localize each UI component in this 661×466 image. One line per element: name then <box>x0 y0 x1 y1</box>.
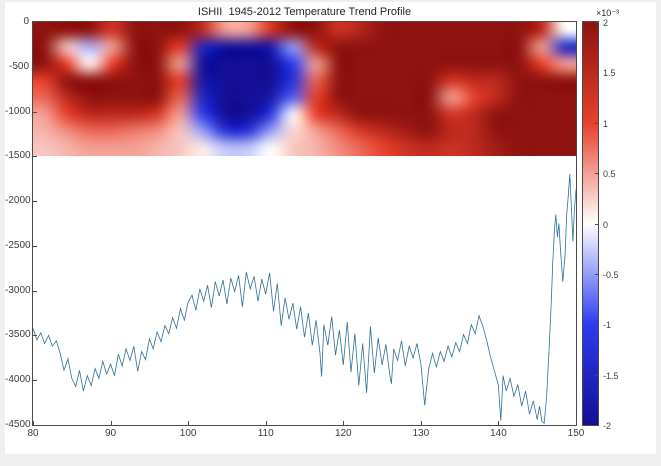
x-tick-label: 110 <box>257 428 274 439</box>
colorbar-tick-mark <box>595 72 598 74</box>
y-tick-label: -500 <box>8 60 29 72</box>
y-tick-mark <box>33 201 37 203</box>
plot-area <box>32 21 577 426</box>
y-tick-mark <box>33 290 37 292</box>
colorbar-tick-label: 0.5 <box>603 169 616 180</box>
y-tick-label: -3000 <box>5 284 31 296</box>
x-tick-mark <box>498 421 500 425</box>
depth-profile-line <box>33 174 576 424</box>
y-tick-label: -4500 <box>5 419 31 430</box>
colorbar-tick-label: -1 <box>603 320 612 331</box>
colorbar-tick-mark <box>595 122 598 124</box>
colorbar-tick-label: 1.5 <box>603 68 616 79</box>
figure-canvas: ISHII 1945-2012 Temperature Trend Profil… <box>5 2 656 454</box>
depth-profile-path <box>33 174 576 424</box>
colorbar-gradient <box>583 22 598 425</box>
colorbar-tick-mark <box>595 22 598 23</box>
x-tick-label: 140 <box>490 428 507 439</box>
colorbar-tick-label: -1.5 <box>603 370 619 381</box>
y-tick-label: 0 <box>23 16 29 27</box>
x-tick-mark <box>188 421 190 425</box>
y-tick-label: -4000 <box>5 374 31 386</box>
y-tick-mark <box>33 156 37 158</box>
y-tick-mark <box>33 22 37 23</box>
colorbar-tick-label: 0 <box>603 219 609 230</box>
y-tick-mark <box>33 380 37 382</box>
y-tick-label: -1500 <box>5 150 31 162</box>
x-tick-mark <box>576 421 577 425</box>
colorbar-tick-label: 2 <box>603 18 609 28</box>
x-tick-mark <box>343 421 345 425</box>
y-tick-mark <box>33 245 37 247</box>
x-tick-label: 130 <box>412 428 430 439</box>
y-tick-mark <box>33 425 37 426</box>
x-tick-mark <box>265 421 267 425</box>
colorbar-tick-label: -2 <box>603 421 612 431</box>
x-tick-mark <box>33 421 34 425</box>
colorbar-tick-mark <box>595 273 598 275</box>
y-tick-mark <box>33 111 37 113</box>
heatmap-layer <box>33 22 576 156</box>
x-tick-label: 150 <box>567 428 585 439</box>
x-tick-label: 120 <box>334 428 352 439</box>
y-tick-label: -1000 <box>5 105 31 117</box>
colorbar <box>582 21 599 426</box>
chart-title: ISHII 1945-2012 Temperature Trend Profil… <box>197 6 412 18</box>
y-tick-mark <box>33 335 37 337</box>
x-tick-label: 90 <box>105 428 117 439</box>
colorbar-tick-mark <box>595 173 598 175</box>
y-tick-label: -3500 <box>5 329 31 341</box>
colorbar-exponent: ×10⁻³ <box>596 8 620 18</box>
colorbar-tick-mark <box>595 223 598 225</box>
y-tick-mark <box>33 66 37 68</box>
colorbar-tick-label: 1 <box>603 118 609 129</box>
x-tick-mark <box>110 421 112 425</box>
x-tick-label: 80 <box>27 428 39 439</box>
y-tick-label: -2000 <box>5 195 31 207</box>
colorbar-tick-label: -0.5 <box>603 269 619 280</box>
colorbar-tick-mark <box>595 425 598 426</box>
colorbar-tick-mark <box>595 374 598 376</box>
colorbar-tick-mark <box>595 324 598 326</box>
x-tick-mark <box>420 421 422 425</box>
y-tick-label: -2500 <box>5 239 31 251</box>
x-tick-label: 100 <box>179 428 197 439</box>
